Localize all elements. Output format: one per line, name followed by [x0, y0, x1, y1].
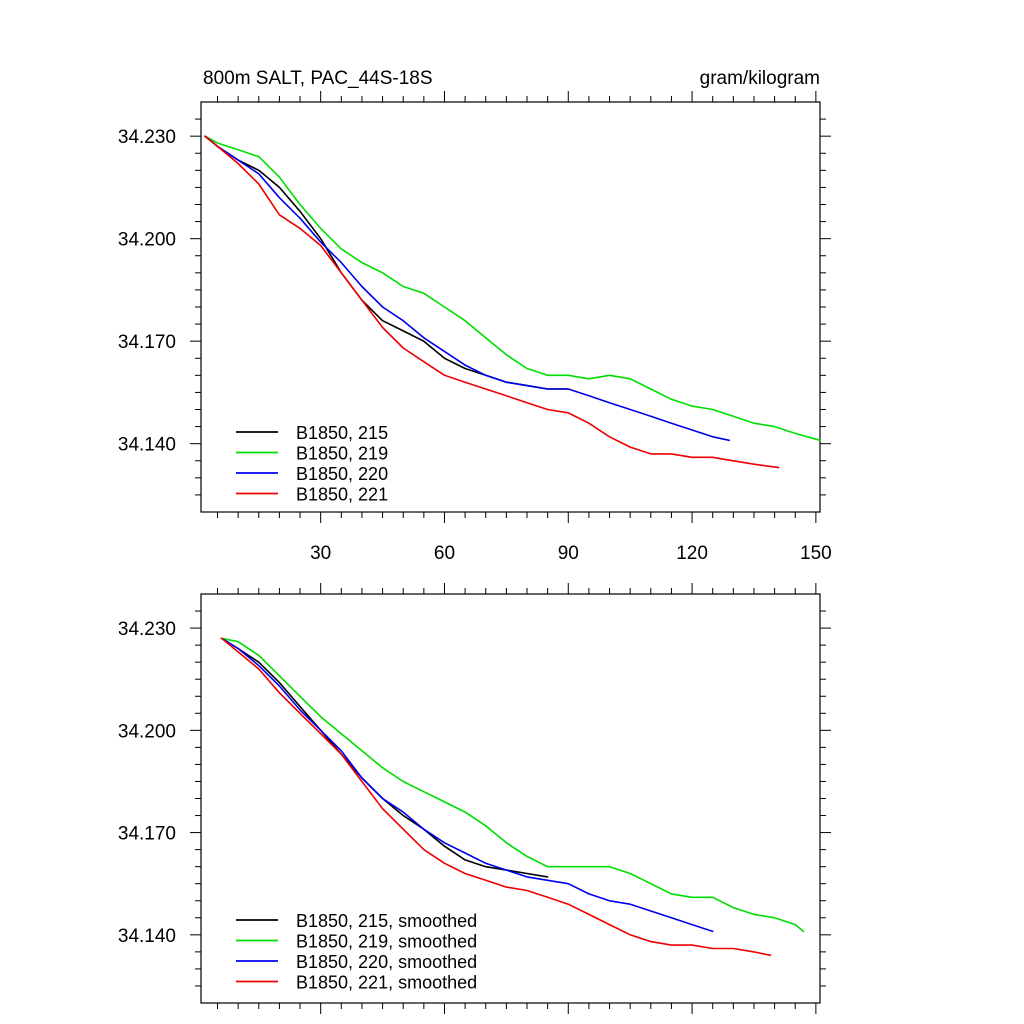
y-tick-label: 34.200	[118, 721, 176, 742]
x-tick-label: 150	[800, 543, 832, 564]
plot-frame	[200, 593, 821, 1004]
x-tick-label: 90	[558, 543, 579, 564]
series-line-3	[220, 637, 772, 957]
chart-title-right: gram/kilogram	[700, 68, 820, 89]
x-tick-label: 120	[676, 543, 708, 564]
top-panel: 34.230 34.200 34.170 34.140 30 60 90 120 150 800m…	[118, 68, 832, 564]
y-tick-label: 34.200	[118, 230, 176, 251]
series-line-2	[204, 135, 731, 442]
series-line-2	[220, 637, 714, 933]
legend-label: B1850, 220	[296, 464, 388, 484]
y-tick-label: 34.140	[118, 926, 176, 947]
y-tick-label: 34.230	[118, 619, 176, 640]
legend-label: B1850, 215	[296, 423, 388, 443]
legend-label: B1850, 220, smoothed	[296, 952, 477, 972]
y-tick-label: 34.170	[118, 824, 176, 845]
x-tick-label: 30	[310, 543, 331, 564]
legend-label: B1850, 219	[296, 444, 388, 464]
y-tick-label: 34.170	[118, 332, 176, 353]
bottom-panel: 34.230 34.200 34.170 34.140 B1850, 215, smoo…	[118, 583, 831, 1014]
series-line-3	[204, 135, 780, 469]
series-line-0	[220, 637, 549, 878]
legend-label: B1850, 215, smoothed	[296, 911, 477, 931]
y-tick-label: 34.140	[118, 435, 176, 456]
legend-label: B1850, 221	[296, 485, 388, 505]
legend-label: B1850, 221, smoothed	[296, 973, 477, 993]
chart-title-left: 800m SALT, PAC_44S-18S	[203, 68, 433, 89]
plot-frame	[200, 101, 821, 513]
legend-label: B1850, 219, smoothed	[296, 932, 477, 952]
series-line-1	[220, 637, 805, 933]
x-tick-label: 60	[434, 543, 455, 564]
y-tick-label: 34.230	[118, 127, 176, 148]
series-line-1	[204, 135, 821, 442]
